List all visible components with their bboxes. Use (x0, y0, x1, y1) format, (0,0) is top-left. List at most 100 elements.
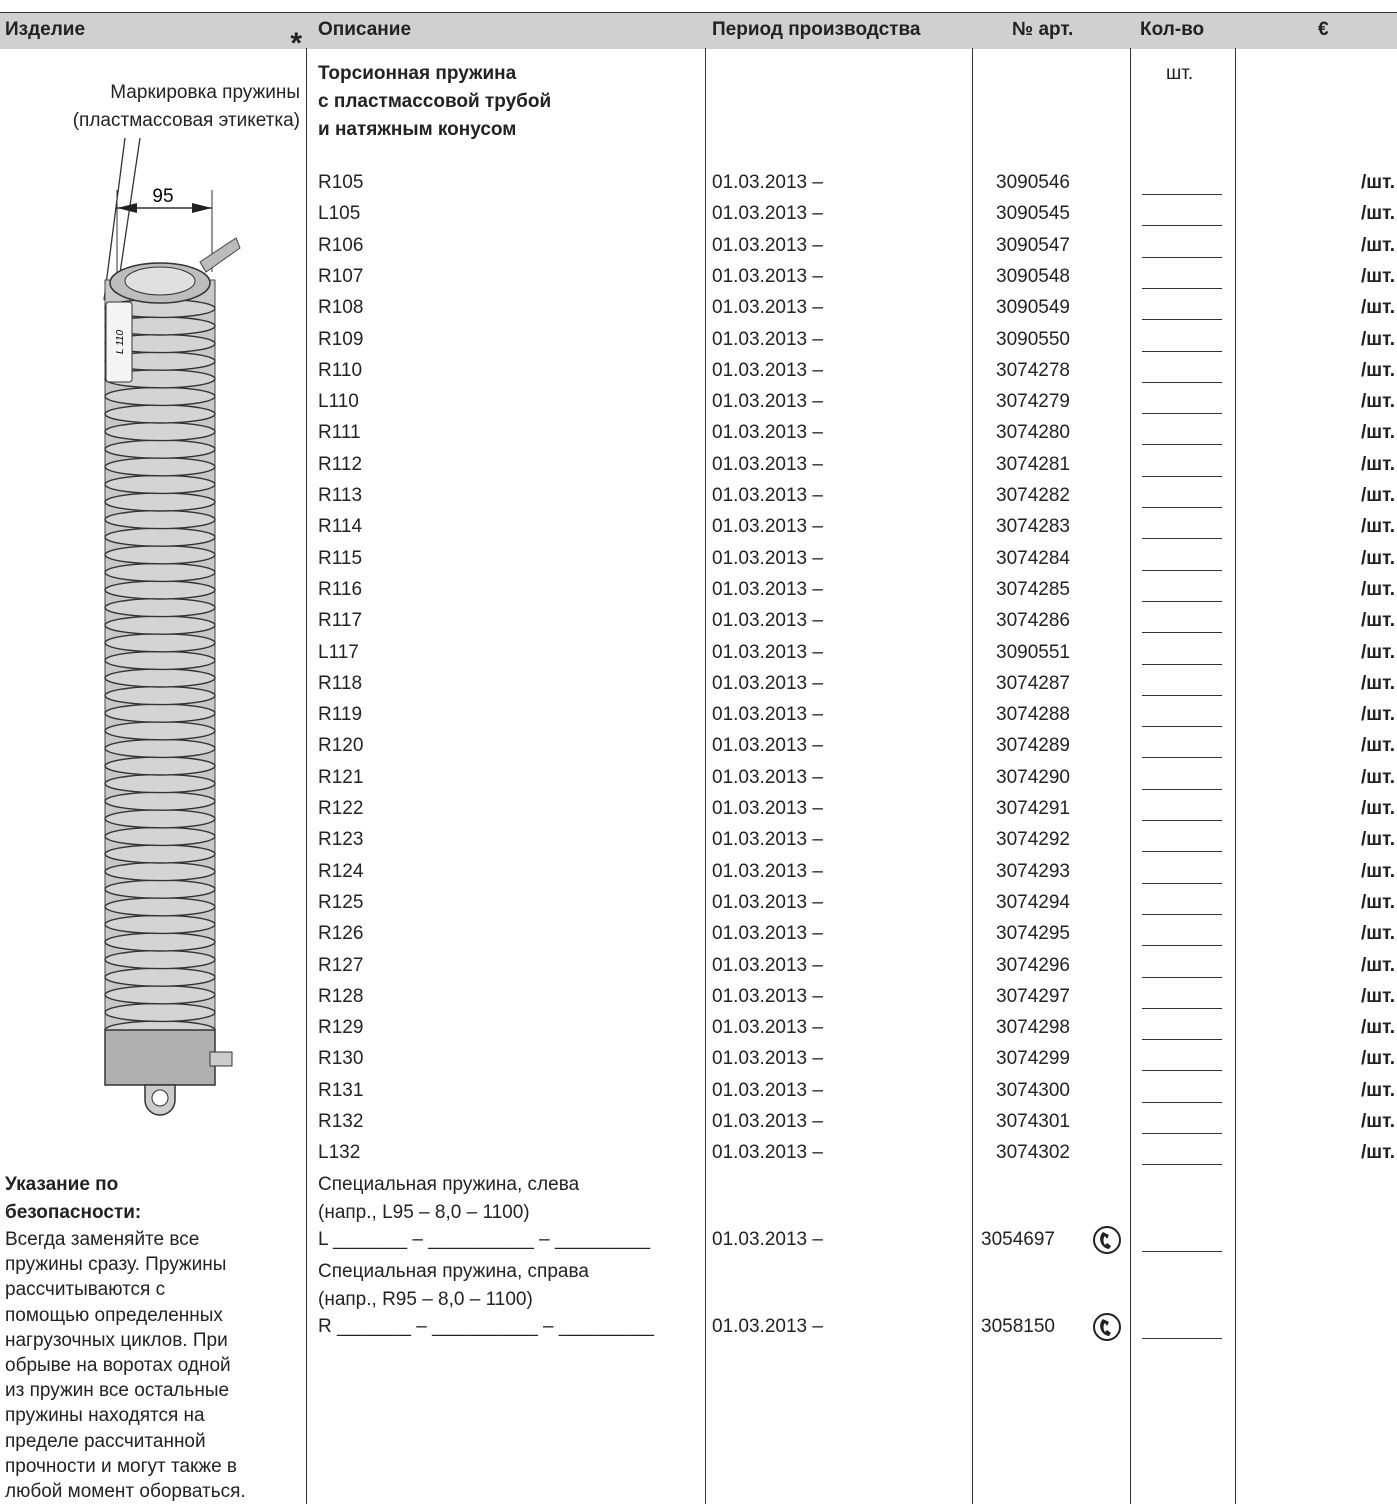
eye-hole (151, 1089, 169, 1107)
coil (104, 773, 216, 794)
asterisk: * (290, 27, 302, 60)
production-period: 01.03.2013 – (712, 391, 823, 413)
quantity-line (1142, 882, 1222, 884)
safety-text: из пружин все остальные (5, 1380, 230, 1402)
arrow (117, 203, 137, 213)
production-period: 01.03.2013 – (712, 610, 823, 632)
spring-code: R131 (318, 1079, 364, 1101)
safety-text: прочности и могут также в (5, 1455, 238, 1477)
article-number: 3074281 (996, 453, 1070, 475)
column-divider (1130, 48, 1131, 1504)
quantity-line (1142, 1164, 1222, 1166)
special-line: L _______ – __________ – _________ (318, 1229, 651, 1250)
article-number: 3074296 (996, 954, 1070, 976)
column-divider (972, 48, 973, 1504)
coil (104, 879, 216, 899)
price-unit: /шт. (1360, 391, 1395, 413)
production-period: 01.03.2013 – (712, 547, 823, 569)
quantity-line (1142, 507, 1222, 508)
quantity-line (1142, 569, 1222, 571)
spring-code: R112 (318, 453, 363, 475)
quantity-line (1142, 1101, 1222, 1103)
spring-code: R117 (318, 610, 363, 632)
production-period: 01.03.2013 – (712, 453, 823, 475)
column-divider (1235, 48, 1236, 1504)
article-number: 3074289 (996, 735, 1070, 757)
article-number: 3090547 (996, 234, 1070, 256)
production-period: 01.03.2013 – (712, 234, 823, 256)
description-title: с пластмассовой трубой (318, 91, 552, 112)
production-period: 01.03.2013 – (712, 704, 823, 726)
article-number: 3058150 (981, 1316, 1055, 1337)
coil (104, 967, 216, 987)
special-line: (напр., L95 – 8,0 – 1100) (318, 1201, 530, 1223)
price-unit: /шт. (1360, 923, 1395, 945)
spring-code: R113 (318, 485, 363, 506)
article-number: 3074293 (996, 860, 1070, 882)
spring-code: R125 (318, 891, 364, 913)
spring-code: L110 (318, 391, 359, 413)
safety-text: нагрузочных циклов. При (5, 1329, 228, 1351)
spring-code: R130 (318, 1048, 364, 1070)
production-period: 01.03.2013 – (712, 672, 823, 694)
coil (104, 791, 216, 811)
production-period: 01.03.2013 – (712, 422, 823, 444)
quantity-line (1142, 538, 1222, 540)
column-header: № арт. (1012, 19, 1074, 40)
price-unit: /шт. (1360, 610, 1395, 632)
article-number: 3090545 (996, 203, 1070, 225)
special-line: (напр., R95 – 8,0 – 1100) (318, 1288, 533, 1310)
coil (104, 404, 216, 424)
production-period: 01.03.2013 – (712, 641, 823, 663)
price-unit: /шт. (1360, 1079, 1395, 1101)
quantity-line (1142, 475, 1222, 477)
tube-opening (124, 266, 196, 296)
coil (104, 932, 216, 952)
article-number: 3074283 (996, 516, 1070, 538)
spring-code: R129 (318, 1017, 364, 1039)
article-number: 3074299 (996, 1048, 1070, 1070)
column-header: Кол-во (1140, 19, 1205, 40)
article-number: 3074288 (996, 704, 1070, 726)
spring-code: R106 (318, 234, 364, 256)
quantity-line (1142, 632, 1222, 634)
production-period: 01.03.2013 – (712, 328, 823, 350)
safety-text: любой момент оборваться. (5, 1481, 246, 1502)
spring-code: R110 (318, 359, 363, 381)
safety-text: помощью определенных (5, 1304, 223, 1326)
article-number: 3074280 (996, 422, 1070, 444)
article-number: 3090546 (996, 172, 1070, 193)
cone-bolt (209, 1051, 233, 1067)
column-header: € (1318, 19, 1329, 40)
production-period: 01.03.2013 – (712, 829, 823, 851)
production-period: 01.03.2013 – (712, 891, 823, 913)
production-period: 01.03.2013 – (712, 985, 823, 1007)
production-period: 01.03.2013 – (712, 265, 823, 287)
column-divider (705, 48, 706, 1504)
article-number: 3090550 (996, 328, 1070, 350)
article-number: 3090551 (996, 641, 1070, 663)
price-unit: /шт. (1360, 798, 1395, 819)
phone-circle (1093, 1226, 1121, 1254)
price-unit: /шт. (1360, 860, 1395, 882)
coil (104, 685, 216, 706)
price-unit: /шт. (1360, 672, 1395, 694)
production-period: 01.03.2013 – (712, 297, 823, 319)
price-unit: /шт. (1360, 1111, 1395, 1132)
coil (104, 985, 216, 1005)
quantity-line (1142, 319, 1222, 321)
quantity-line (1142, 726, 1222, 728)
price-unit: /шт. (1360, 265, 1395, 287)
marking-label: Маркировка пружины (110, 82, 300, 103)
production-period: 01.03.2013 – (712, 1017, 823, 1039)
price-unit: /шт. (1360, 1142, 1395, 1164)
article-number: 3074294 (996, 891, 1070, 913)
article-number: 3074287 (996, 672, 1070, 694)
spring-code: R132 (318, 1111, 364, 1132)
spring-code: L132 (318, 1142, 361, 1164)
article-number: 3090549 (996, 297, 1070, 319)
price-unit: /шт. (1360, 297, 1395, 319)
spring-code: L105 (318, 203, 361, 225)
price-unit: /шт. (1360, 453, 1395, 475)
quantity-line (1142, 225, 1222, 227)
